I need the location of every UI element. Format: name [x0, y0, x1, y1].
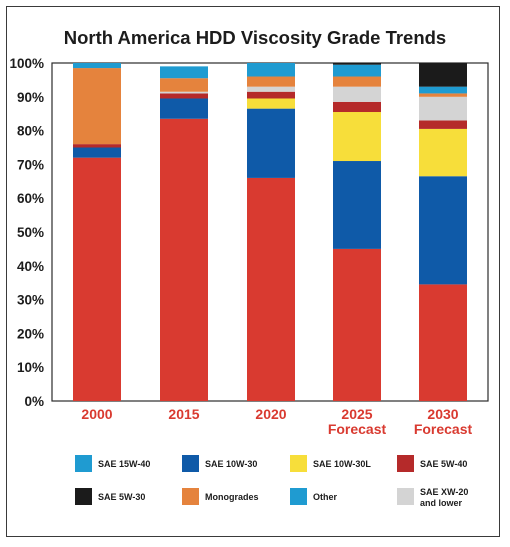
y-tick-label: 30% — [17, 293, 44, 308]
legend-swatch — [182, 455, 199, 472]
bar-segment-sae-15w-40 — [333, 248, 381, 401]
legend-label: SAE 10W-30 — [205, 459, 257, 469]
bar-segment-sae-xw-20-and-lower — [160, 91, 208, 94]
x-tick-label: 2025 — [341, 406, 372, 422]
bar-segment-other — [160, 66, 208, 79]
y-tick-label: 50% — [17, 225, 44, 240]
legend-label: SAE 5W-30 — [98, 492, 145, 502]
chart-title: North America HDD Viscosity Grade Trends — [63, 27, 447, 48]
bar-segment-sae-15w-40 — [73, 157, 121, 401]
bar-segment-sae-5w-40 — [73, 144, 121, 148]
x-tick-label: 2000 — [81, 406, 112, 422]
legend-swatch — [290, 455, 307, 472]
x-tick-label: 2020 — [255, 406, 286, 422]
y-tick-label: 100% — [9, 56, 44, 71]
bar-segment-other — [419, 86, 467, 94]
bar-segment-sae-15w-40 — [247, 177, 295, 401]
x-tick-label: 2015 — [168, 406, 199, 422]
bars — [73, 63, 467, 402]
legend-label: Monogrades — [205, 492, 259, 502]
legend-label: SAE 5W-40 — [420, 459, 467, 469]
bar-segment-other — [333, 64, 381, 77]
bar-segment-sae-5w-40 — [160, 93, 208, 99]
bar-segment-sae-10w-30 — [333, 161, 381, 249]
y-tick-label: 80% — [17, 124, 44, 139]
bar-segment-sae-10w-30l — [333, 112, 381, 162]
legend-swatch — [290, 488, 307, 505]
y-tick-label: 0% — [24, 394, 44, 409]
bar-segment-monogrades — [333, 76, 381, 87]
legend-swatch — [182, 488, 199, 505]
legend-label: SAE XW-20 — [420, 487, 468, 497]
x-tick-label: 2030 — [427, 406, 458, 422]
bar-segment-sae-5w-40 — [247, 91, 295, 99]
bar-segment-sae-15w-40 — [419, 284, 467, 401]
bar-segment-sae-10w-30l — [247, 98, 295, 109]
y-tick-label: 10% — [17, 360, 44, 375]
legend-label: SAE 10W-30L — [313, 459, 371, 469]
legend-swatch — [75, 455, 92, 472]
legend-label: and lower — [420, 498, 463, 508]
legend: SAE 15W-40 SAE 10W-30 SAE 10W-30L SAE 5W-40… — [75, 455, 468, 508]
bar-segment-sae-10w-30l — [419, 128, 467, 177]
y-tick-label: 20% — [17, 326, 44, 341]
bar-segment-sae-10w-30 — [247, 108, 295, 178]
y-tick-label: 70% — [17, 157, 44, 172]
y-tick-label: 60% — [17, 191, 44, 206]
y-axis: 0% 10% 20% 30% 40% 50% 60% 70% 80% 90% 100% — [9, 56, 44, 409]
bar-segment-monogrades — [160, 78, 208, 92]
x-tick-label: Forecast — [328, 421, 387, 437]
legend-swatch — [397, 488, 414, 505]
bar-segment-sae-10w-30 — [160, 98, 208, 119]
bar-segment-sae-xw-20-and-lower — [419, 96, 467, 121]
bar-segment-sae-xw-20-and-lower — [333, 86, 381, 102]
bar-segment-sae-5w-40 — [419, 120, 467, 129]
bar-segment-sae-5w-40 — [333, 101, 381, 113]
legend-swatch — [397, 455, 414, 472]
bar-segment-monogrades — [73, 68, 121, 145]
x-tick-label: Forecast — [414, 421, 473, 437]
bar-segment-monogrades — [247, 76, 295, 87]
bar-segment-sae-10w-30 — [73, 147, 121, 158]
bar-segment-sae-10w-30 — [419, 176, 467, 285]
y-tick-label: 40% — [17, 259, 44, 274]
legend-label: SAE 15W-40 — [98, 459, 150, 469]
bar-segment-sae-5w-30 — [333, 63, 381, 65]
bar-segment-sae-5w-30 — [419, 63, 467, 87]
bar-segment-other — [73, 63, 121, 69]
legend-swatch — [75, 488, 92, 505]
bar-segment-sae-xw-20-and-lower — [247, 86, 295, 92]
bar-segment-sae-15w-40 — [160, 118, 208, 402]
legend-label: Other — [313, 492, 338, 502]
bar-segment-monogrades — [419, 93, 467, 97]
y-tick-label: 90% — [17, 90, 44, 105]
bar-segment-other — [247, 63, 295, 77]
